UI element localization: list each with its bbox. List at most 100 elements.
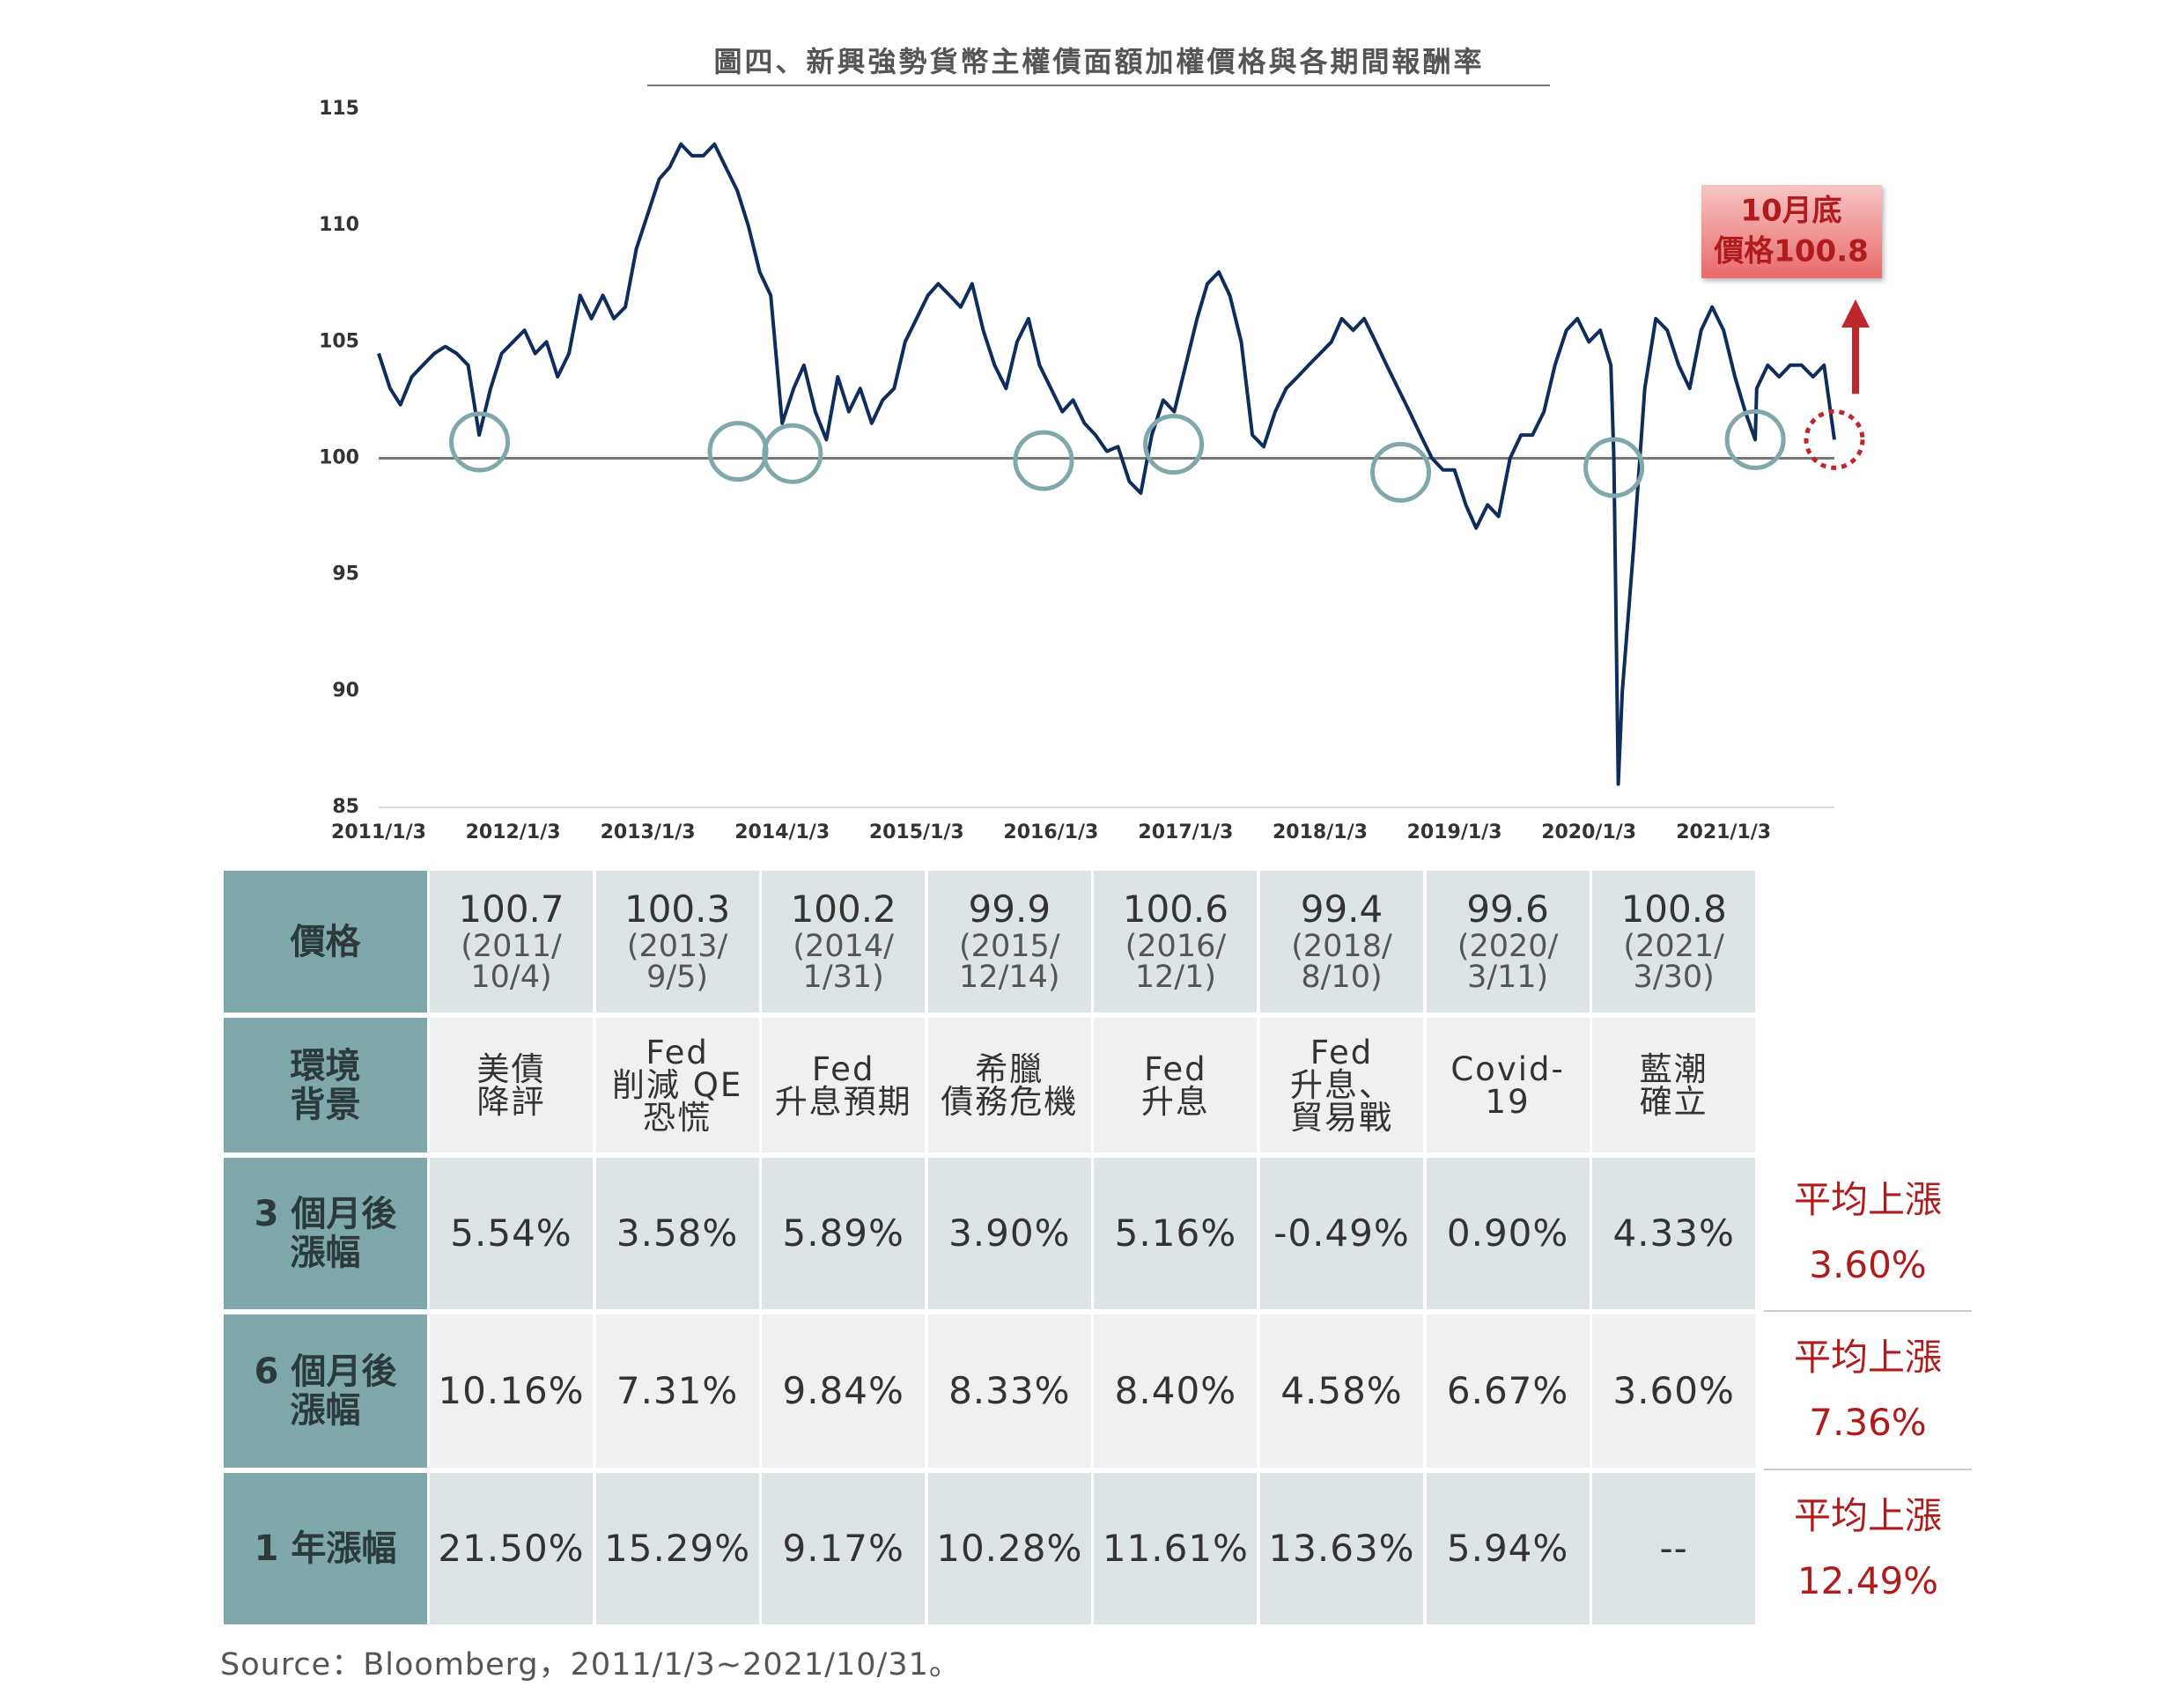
table-cell: Fed 升息 [1094,1018,1258,1152]
cell-line: (2018/ [1291,928,1392,964]
cell-line: 削減 QE [611,1066,743,1104]
cell-line: 8/10) [1301,959,1383,995]
cell-line: 6 個月後 [254,1351,397,1392]
x-tick-label: 2014/1/3 [734,821,830,843]
highlight-circle [1724,409,1786,470]
cell-line: 美債 [476,1049,546,1088]
cell-line: (2013/ [626,928,728,964]
highlight-circle [1143,414,1205,475]
cell-line: (2015/ [959,928,1060,964]
x-tick-label: 2019/1/3 [1407,821,1502,843]
cell-line: 確立 [1639,1082,1708,1121]
cell-line: 恐慌 [643,1099,712,1137]
table-cell: 13.63% [1260,1473,1423,1624]
cell-line: 100.7 [458,887,564,931]
x-tick-label: 2011/1/3 [331,821,426,843]
table-cell: 5.89% [762,1158,926,1309]
cell-line: Covid- [1450,1049,1565,1088]
x-tick-label: 2015/1/3 [869,821,964,843]
highlight-circle [1370,441,1432,503]
cell-line: Fed [811,1049,875,1088]
table-cell: Fed 削減 QE 恐慌 [595,1018,759,1152]
cell-line: 100.3 [623,887,731,931]
cell-line: 1 年漲幅 [254,1528,397,1569]
cell-line: 貿易戰 [1290,1099,1393,1137]
cell-line: 漲幅 [290,1233,361,1273]
table-cell: 100.3 (2013/9/5) [595,871,759,1012]
row-header: 價格 [224,871,427,1012]
table-cell: Covid- 19 [1426,1018,1590,1152]
cell-line: 12/14) [959,959,1060,995]
row-header: 6 個月後 漲幅 [224,1314,427,1468]
table-cell: -0.49% [1260,1158,1423,1309]
x-tick-label: 2021/1/3 [1676,821,1771,843]
cell-line: 0.90% [1446,1211,1569,1255]
callout-text: 10月底 [1740,194,1841,229]
average-cell: 平均上漲 3.60% [1764,1155,1972,1312]
row-header: 3 個月後 漲幅 [224,1158,427,1309]
cell-line: 7.36% [1809,1401,1927,1444]
cell-line: 3.60% [1612,1369,1735,1412]
cell-line: 背景 [290,1084,361,1125]
x-tick-label: 2016/1/3 [1003,821,1098,843]
cell-line: 99.6 [1466,887,1549,931]
cell-line: 8.33% [948,1369,1071,1412]
cell-line: 3.60% [1809,1243,1927,1286]
y-tick-label: 115 [319,98,359,120]
table-cell: 100.7 (2011/10/4) [430,871,593,1012]
cell-line: 平均上漲 [1793,1178,1942,1221]
highlight-circle [1583,437,1645,498]
callout-box [1701,185,1882,278]
table-cell: 11.61% [1094,1473,1258,1624]
cell-line: 平均上漲 [1793,1494,1942,1537]
x-tick-label: 2013/1/3 [601,821,696,843]
cell-line: 10.28% [936,1527,1083,1570]
callout-text: 價格100.8 [1713,234,1869,269]
cell-line: 藍潮 [1639,1049,1708,1088]
y-tick-label: 90 [332,680,359,702]
cell-line: 9/5) [646,959,709,995]
table-cell: 100.8 (2021/3/30) [1592,871,1756,1012]
table-cell: 9.17% [762,1473,926,1624]
cell-line: 100.2 [790,887,896,931]
table-cell: 100.2 (2014/1/31) [762,871,926,1012]
average-cell: 平均上漲 12.49% [1764,1470,1972,1627]
cell-line: 100.6 [1122,887,1229,931]
cell-line: 4.58% [1280,1369,1403,1412]
cell-line: (2021/ [1623,928,1724,964]
current-circle [1804,409,1865,470]
y-tick-label: 95 [332,563,359,585]
cell-line: 升息預期 [774,1082,912,1121]
table-cell: 7.31% [595,1314,759,1468]
highlight-circle [762,423,823,484]
row-header: 環境 背景 [224,1018,427,1152]
table-cell: 美債 降評 [430,1018,593,1152]
cell-line: 債務危機 [941,1082,1079,1121]
table-cell: 10.28% [927,1473,1091,1624]
cell-line: -0.49% [1273,1211,1410,1255]
table-cell: 8.33% [927,1314,1091,1468]
table-cell: 0.90% [1426,1158,1590,1309]
source: Source：Bloomberg，2011/1/3~2021/10/31。 [220,1647,961,1683]
cell-line: Fed [646,1034,709,1071]
cell-line: 1/31) [802,959,884,995]
table-cell: 6.67% [1426,1314,1590,1468]
cell-line: 21.50% [438,1527,585,1570]
average-cell: 平均上漲 7.36% [1764,1312,1972,1470]
cell-line: 5.89% [782,1211,904,1255]
y-tick-label: 100 [319,447,359,469]
cell-line: 10.16% [438,1369,585,1412]
cell-line: (2014/ [793,928,894,964]
price-line [377,142,1836,786]
cell-line: 5.54% [450,1211,572,1255]
y-tick-label: 110 [319,214,359,236]
cell-line: 3.58% [616,1211,739,1255]
highlight-circle [1013,430,1074,491]
table-cell: 10.16% [430,1314,593,1468]
table-cell: 藍潮 確立 [1592,1018,1756,1152]
table-cell: 5.54% [430,1158,593,1309]
table-cell: -- [1592,1473,1756,1624]
x-tick-label: 2012/1/3 [466,821,561,843]
table-cell: 5.94% [1426,1473,1590,1624]
